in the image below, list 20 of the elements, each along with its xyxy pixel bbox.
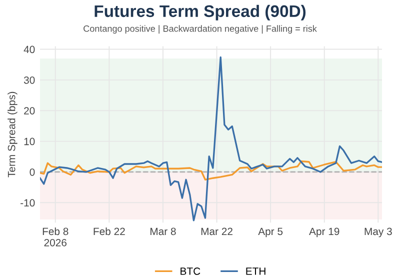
y-tick-label: 40: [24, 46, 35, 54]
y-tick-label: 0: [30, 168, 35, 176]
x-tick-label: May 3: [364, 228, 392, 238]
x-tick-label: Feb 22: [94, 227, 125, 236]
y-tick-label: 30: [24, 76, 35, 84]
y-tick-label: 10: [24, 138, 35, 146]
y-tick-label: -10: [20, 199, 35, 207]
legend-label: ETH: [246, 268, 266, 275]
x-tick-label: Apr 19: [309, 228, 340, 238]
chart-subtitle: Contango positive | Backwardation negative | Falling = risk: [84, 25, 317, 34]
chart-title: Futures Term Spread (90D): [94, 4, 306, 20]
x-tick-label: Feb 8 2026: [42, 227, 68, 246]
line-series: [40, 56, 382, 222]
y-axis-title: Term Spread (bps): [8, 92, 18, 178]
y-tick-label: 20: [24, 107, 35, 114]
legend-label: BTC: [180, 268, 200, 275]
x-tick-label: Mar 8: [150, 228, 176, 236]
line-series: [40, 160, 382, 180]
x-tick-label: Apr 5: [258, 228, 283, 238]
x-tick-label: Mar 22: [201, 228, 232, 236]
